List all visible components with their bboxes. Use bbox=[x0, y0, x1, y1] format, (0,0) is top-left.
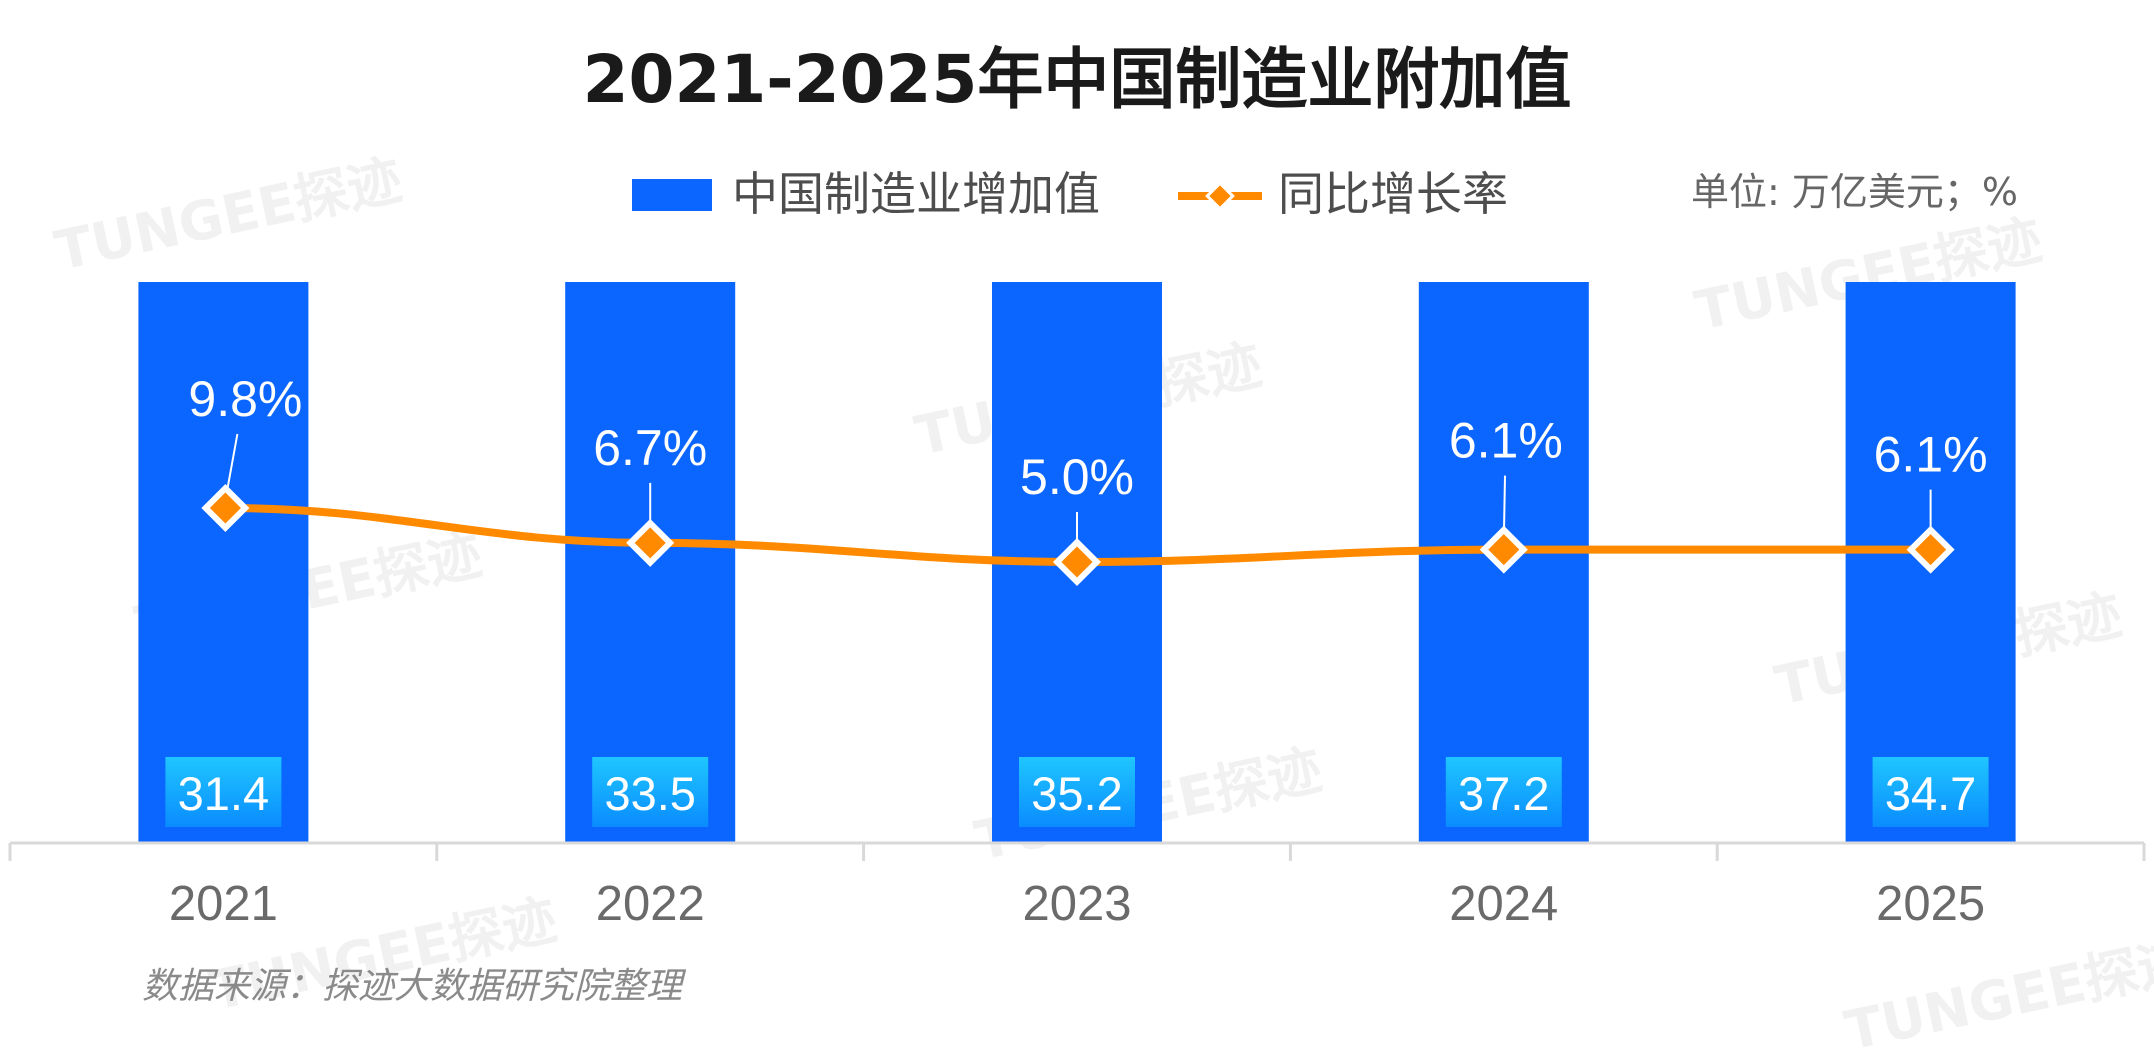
bar-value-label: 35.2 bbox=[1031, 767, 1122, 820]
growth-marker-2024 bbox=[1479, 525, 1528, 574]
bar-value-label: 37.2 bbox=[1458, 767, 1549, 820]
bar-value-label: 34.7 bbox=[1885, 767, 1976, 820]
x-tick-label: 2022 bbox=[596, 877, 705, 931]
x-tick-label: 2024 bbox=[1449, 877, 1558, 931]
bar-2021 bbox=[138, 282, 309, 843]
chart-title: 2021-2025年中国制造业附加值 bbox=[583, 41, 1572, 118]
data-source-note: 数据来源：探迹大数据研究院整理 bbox=[142, 966, 687, 1007]
x-tick-label: 2021 bbox=[169, 877, 278, 931]
growth-marker-2022 bbox=[626, 518, 675, 567]
legend-line-swatch bbox=[1178, 181, 1262, 211]
bar-value-box bbox=[1019, 757, 1135, 827]
growth-value-label: 9.8% bbox=[188, 371, 302, 427]
x-axis: 2021 2022 2023 2024 2025 bbox=[8, 841, 2146, 931]
growth-value-label: 6.1% bbox=[1449, 413, 1563, 469]
bar-value-label: 33.5 bbox=[604, 767, 695, 820]
bar-value-label: 31.4 bbox=[178, 767, 269, 820]
unit-label: 单位: 万亿美元；% bbox=[1691, 170, 2018, 214]
watermark: TUNGEE探迹 bbox=[1840, 928, 2154, 1053]
bar-series: 31.4 33.5 35.2 37.2 34.7 bbox=[138, 282, 2016, 843]
bar-value-box bbox=[1445, 757, 1562, 827]
legend-bar-swatch bbox=[632, 179, 712, 211]
x-tick-label: 2025 bbox=[1876, 877, 1985, 931]
bar-value-box bbox=[592, 757, 709, 827]
growth-line-series: 9.8% 6.7% 5.0% 6.1% 6.1% bbox=[188, 371, 1988, 587]
growth-marker-2023 bbox=[1052, 537, 1102, 587]
legend-bar-label: 中国制造业增加值 bbox=[732, 167, 1100, 221]
growth-value-label: 6.1% bbox=[1874, 427, 1988, 483]
bar-value-box bbox=[165, 757, 282, 827]
growth-value-label: 6.7% bbox=[593, 420, 707, 476]
chart-legend: 中国制造业增加值 同比增长率 bbox=[632, 167, 1508, 221]
growth-value-label: 5.0% bbox=[1020, 449, 1134, 505]
legend-line-label: 同比增长率 bbox=[1278, 167, 1508, 221]
bar-value-box bbox=[1872, 757, 1989, 827]
x-tick-label: 2023 bbox=[1022, 877, 1131, 931]
growth-marker-2021 bbox=[201, 483, 250, 533]
watermark: TUNGEE探迹 bbox=[50, 148, 407, 283]
growth-marker-2025 bbox=[1906, 525, 1955, 574]
